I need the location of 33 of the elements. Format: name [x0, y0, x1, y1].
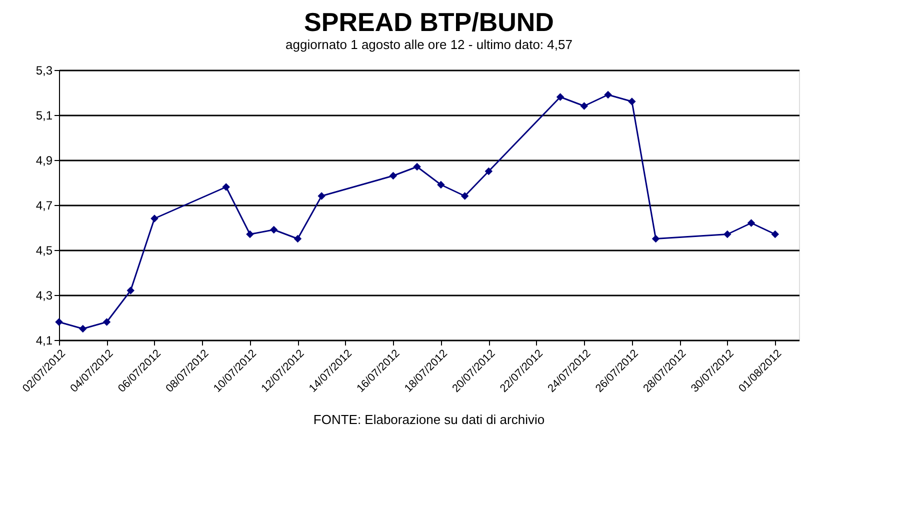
y-tick-label: 4,1 [36, 334, 53, 348]
y-tick-label: 5,1 [36, 108, 53, 122]
point [724, 230, 732, 238]
point [771, 230, 779, 238]
point [270, 226, 278, 234]
point [460, 192, 469, 200]
y-tick-label: 4,9 [36, 154, 53, 168]
point [437, 180, 445, 189]
y-tick-label: 4,5 [36, 244, 53, 258]
point [556, 93, 564, 101]
point [580, 102, 588, 110]
point [126, 286, 134, 294]
point [150, 214, 158, 222]
point [294, 234, 302, 243]
point [102, 318, 111, 326]
y-tick-label: 4,3 [36, 288, 53, 302]
point [628, 98, 636, 106]
chart-subtitle: aggiornato 1 agosto alle ore 12 - ultimo dato: 4,57 [286, 37, 572, 52]
point [222, 183, 230, 191]
point [389, 172, 398, 180]
point [55, 318, 63, 326]
chart-title: SPREAD BTP/BUND [304, 7, 554, 37]
point [413, 162, 421, 171]
point [604, 90, 612, 99]
source-note: FONTE: Elaborazione su dati di archivio [313, 412, 545, 427]
y-tick-label: 5,3 [36, 64, 53, 78]
point [79, 324, 87, 333]
point [747, 219, 756, 227]
point [318, 192, 326, 200]
point [652, 234, 660, 243]
point [484, 167, 493, 176]
point [246, 230, 254, 238]
y-tick-label: 4,7 [36, 198, 53, 212]
